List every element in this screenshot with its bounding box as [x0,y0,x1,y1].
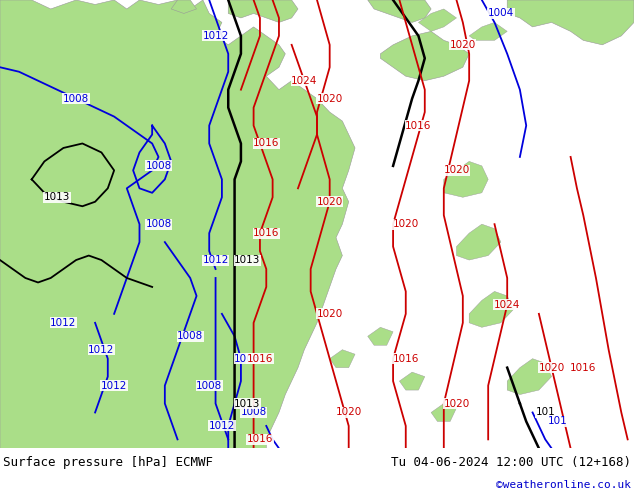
Polygon shape [399,372,425,390]
Text: 1012: 1012 [209,421,235,431]
Text: 1012: 1012 [202,31,229,41]
Text: 1012: 1012 [50,318,77,328]
Text: 1020: 1020 [316,94,343,104]
Text: 1020: 1020 [316,309,343,319]
Polygon shape [380,31,469,81]
Text: 1012: 1012 [202,255,229,265]
Text: 1016: 1016 [247,434,273,444]
Text: 1020: 1020 [392,219,419,229]
Text: 1008: 1008 [145,219,172,229]
Polygon shape [469,23,507,40]
Text: 1016: 1016 [253,139,280,148]
Text: Tu 04-06-2024 12:00 UTC (12+168): Tu 04-06-2024 12:00 UTC (12+168) [391,456,631,469]
Polygon shape [469,292,514,327]
Text: 1008: 1008 [234,354,261,364]
Text: 1016: 1016 [570,363,597,373]
Text: 101: 101 [548,416,568,426]
Text: 1008: 1008 [196,381,223,391]
Text: 1024: 1024 [494,300,521,310]
Text: 1004: 1004 [488,8,514,19]
Text: 1013: 1013 [234,398,261,409]
Polygon shape [0,0,355,448]
Text: 1013: 1013 [44,192,70,202]
Text: ©weatheronline.co.uk: ©weatheronline.co.uk [496,480,631,490]
Text: 1020: 1020 [538,363,565,373]
Polygon shape [171,0,197,13]
Polygon shape [368,0,431,23]
Text: 101: 101 [535,408,555,417]
Text: 1016: 1016 [253,228,280,238]
Text: 1008: 1008 [63,94,89,104]
Text: 1013: 1013 [234,255,261,265]
Text: 1012: 1012 [88,344,115,355]
Text: 1016: 1016 [247,354,273,364]
Text: 1008: 1008 [145,161,172,171]
Text: 1008: 1008 [177,331,204,341]
Text: 1020: 1020 [316,197,343,207]
Polygon shape [507,0,634,45]
Text: 1008: 1008 [240,408,267,417]
Text: 1020: 1020 [443,398,470,409]
Text: 1012: 1012 [101,381,127,391]
Text: 1024: 1024 [291,75,318,86]
Polygon shape [368,327,393,345]
Text: 1020: 1020 [450,40,476,50]
Text: 1016: 1016 [392,354,419,364]
Polygon shape [507,359,552,394]
Text: 1020: 1020 [335,408,362,417]
Polygon shape [330,350,355,368]
Polygon shape [228,0,298,23]
Polygon shape [456,224,501,260]
Polygon shape [418,9,456,31]
Text: 1016: 1016 [405,121,432,130]
Text: Surface pressure [hPa] ECMWF: Surface pressure [hPa] ECMWF [3,456,213,469]
Text: 1020: 1020 [443,165,470,175]
Polygon shape [431,404,456,421]
Polygon shape [444,161,488,197]
